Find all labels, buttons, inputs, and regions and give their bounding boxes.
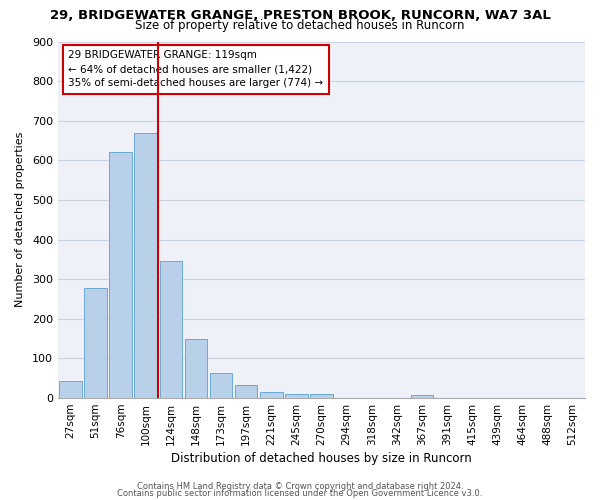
Bar (310, 394, 333, 398)
Bar (134, 133, 157, 398)
Bar (59, 380, 82, 398)
Bar (210, 372, 232, 398)
Text: 29 BRIDGEWATER GRANGE: 119sqm
← 64% of detached houses are smaller (1,422)
35% o: 29 BRIDGEWATER GRANGE: 119sqm ← 64% of d… (68, 50, 323, 88)
Bar (410, 395, 433, 398)
Bar (109, 152, 132, 398)
Text: Contains HM Land Registry data © Crown copyright and database right 2024.: Contains HM Land Registry data © Crown c… (137, 482, 463, 491)
Y-axis label: Number of detached properties: Number of detached properties (15, 132, 25, 308)
Bar (84, 288, 107, 398)
Bar (160, 260, 182, 398)
X-axis label: Distribution of detached houses by size in Runcorn: Distribution of detached houses by size … (171, 452, 472, 465)
Text: Contains public sector information licensed under the Open Government Licence v3: Contains public sector information licen… (118, 489, 482, 498)
Bar (285, 394, 308, 398)
Text: 29, BRIDGEWATER GRANGE, PRESTON BROOK, RUNCORN, WA7 3AL: 29, BRIDGEWATER GRANGE, PRESTON BROOK, R… (50, 9, 550, 22)
Bar (185, 340, 207, 398)
Bar (235, 386, 257, 398)
Text: Size of property relative to detached houses in Runcorn: Size of property relative to detached ho… (135, 19, 465, 32)
Bar (260, 392, 283, 398)
